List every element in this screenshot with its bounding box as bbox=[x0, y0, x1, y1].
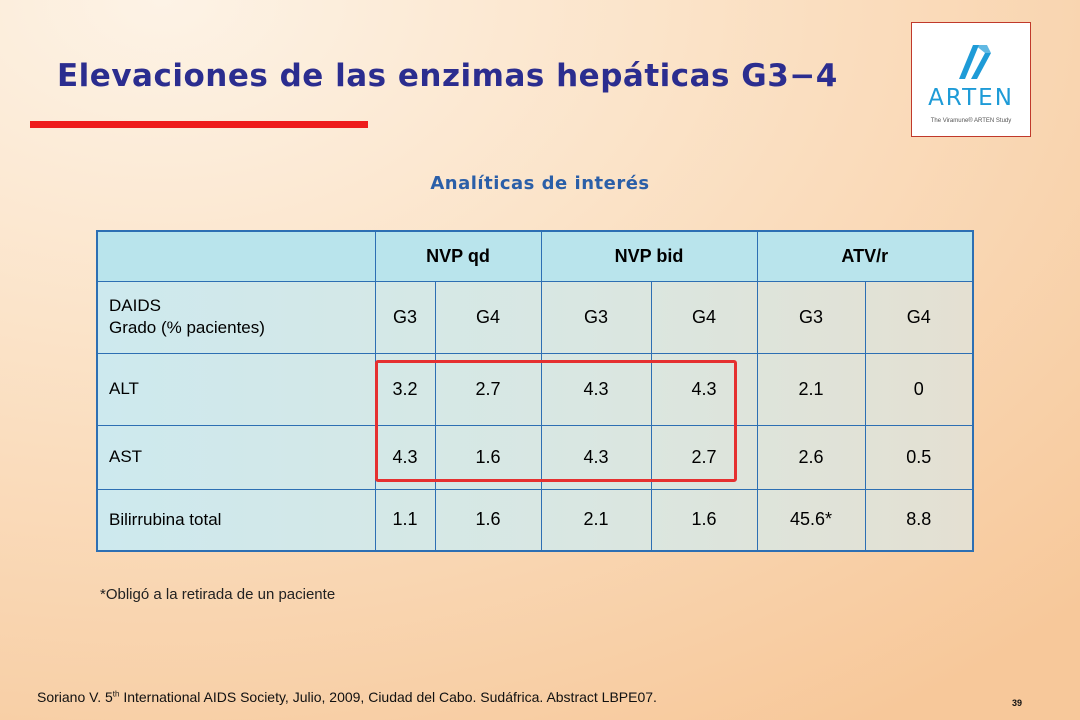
value-cell: 0.5 bbox=[864, 424, 974, 490]
group-header: ATV/r bbox=[756, 230, 974, 282]
highlight-box bbox=[375, 360, 737, 482]
citation-prefix: Soriano V. 5 bbox=[37, 689, 113, 705]
value-cell: 3.2 bbox=[374, 352, 436, 426]
value-cell: 2.7 bbox=[434, 352, 542, 426]
value-cell: 45.6* bbox=[756, 488, 866, 552]
row-label: ALT bbox=[96, 352, 376, 426]
value-cell: 1.6 bbox=[434, 488, 542, 552]
citation-rest: International AIDS Society, Julio, 2009,… bbox=[119, 689, 657, 705]
citation-superscript: th bbox=[112, 689, 120, 699]
group-header: NVP bid bbox=[540, 230, 758, 282]
grade-cell: G4 bbox=[650, 280, 758, 354]
grade-cell: G3 bbox=[756, 280, 866, 354]
value-cell: 2.1 bbox=[540, 488, 652, 552]
table-header-row: NVP qd NVP bid ATV/r bbox=[96, 230, 974, 282]
page-number: 39 bbox=[1012, 698, 1023, 708]
enzyme-elevation-table: NVP qd NVP bid ATV/r DAIDS Grado (% paci… bbox=[96, 230, 975, 552]
arten-logo-mark-icon bbox=[959, 45, 991, 79]
group-header: NVP qd bbox=[374, 230, 542, 282]
value-cell: 1.6 bbox=[650, 488, 758, 552]
logo-tagline: The Viramune® ARTEN Study bbox=[930, 118, 1012, 124]
grade-label-line: DAIDS bbox=[109, 296, 161, 315]
slide-title: Elevaciones de las enzimas hepáticas G3−… bbox=[57, 58, 838, 94]
value-cell: 0 bbox=[864, 352, 974, 426]
value-cell: 2.6 bbox=[756, 424, 866, 490]
footnote: *Obligó a la retirada de un paciente bbox=[100, 586, 336, 603]
row-label: Bilirrubina total bbox=[96, 488, 376, 552]
header-empty-cell bbox=[96, 230, 376, 282]
value-cell: 4.3 bbox=[650, 352, 758, 426]
arten-logo: ARTEN The Viramune® ARTEN Study bbox=[911, 22, 1031, 137]
value-cell: 1.1 bbox=[374, 488, 436, 552]
value-cell: 2.7 bbox=[650, 424, 758, 490]
row-label: AST bbox=[96, 424, 376, 490]
value-cell: 8.8 bbox=[864, 488, 974, 552]
section-subtitle: Analíticas de interés bbox=[430, 173, 650, 194]
grade-row: DAIDS Grado (% pacientes) G3 G4 G3 G4 G3… bbox=[96, 280, 974, 354]
title-underline bbox=[30, 121, 368, 128]
grade-row-label: DAIDS Grado (% pacientes) bbox=[96, 280, 376, 354]
table-row: Bilirrubina total 1.1 1.6 2.1 1.6 45.6* … bbox=[96, 488, 974, 552]
logo-wordmark: ARTEN bbox=[928, 85, 1014, 111]
value-cell: 2.1 bbox=[756, 352, 866, 426]
grade-cell: G3 bbox=[540, 280, 652, 354]
grade-label-line: Grado (% pacientes) bbox=[109, 318, 265, 337]
citation: Soriano V. 5th International AIDS Societ… bbox=[37, 689, 657, 705]
grade-cell: G4 bbox=[434, 280, 542, 354]
grade-cell: G4 bbox=[864, 280, 974, 354]
grade-cell: G3 bbox=[374, 280, 436, 354]
